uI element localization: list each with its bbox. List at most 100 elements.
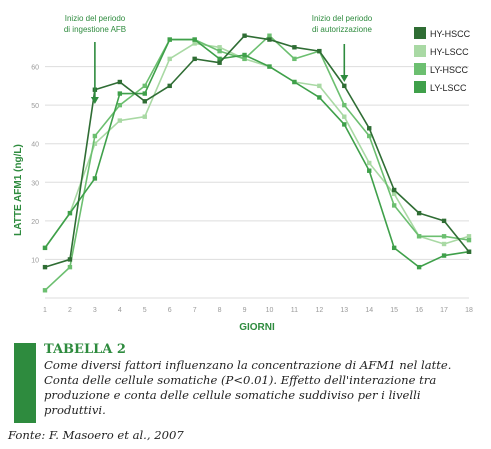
data-point (217, 56, 222, 62)
source-note: Fonte: F. Masoero et al., 2007 (8, 428, 184, 442)
data-point (142, 91, 147, 96)
legend-label: HY-LSCC (430, 47, 469, 57)
y-axis-ticks: 10 20 30 40 50 60 (31, 65, 39, 265)
data-point (342, 122, 347, 127)
series-line-ly-hscc (44, 34, 470, 291)
annotation-text: di autorizzazione (312, 25, 373, 34)
data-point (117, 102, 123, 108)
annotation-text: di ingestione AFB (64, 25, 126, 34)
x-tick-label: 5 (143, 307, 147, 314)
x-tick-label: 2 (68, 307, 72, 314)
legend-swatch (414, 63, 426, 75)
x-tick-label: 13 (340, 307, 348, 314)
data-point (117, 118, 123, 123)
data-point (441, 234, 447, 239)
y-tick-label: 20 (31, 219, 39, 226)
x-tick-label: 15 (390, 307, 398, 314)
data-point (142, 114, 147, 119)
data-point (416, 234, 422, 239)
table-caption: TABELLA 2 Come diversi fattori influenza… (44, 342, 484, 418)
x-tick-label: 3 (93, 307, 97, 314)
x-tick-label: 10 (266, 307, 274, 314)
data-point (416, 210, 422, 216)
chart-legend: HY-HSCC HY-LSCC LY-HSCC LY-LSCC (414, 27, 471, 93)
x-axis-label: GIORNI (239, 322, 275, 333)
x-tick-label: 9 (243, 307, 247, 314)
data-point (367, 160, 372, 166)
legend-label: LY-HSCC (430, 65, 469, 75)
data-point (292, 79, 297, 85)
data-point (167, 37, 172, 42)
data-point (342, 114, 347, 119)
data-point (67, 257, 73, 262)
y-tick-label: 30 (31, 180, 39, 187)
chart-series (42, 33, 472, 293)
x-tick-label: 6 (168, 307, 172, 314)
data-point (367, 126, 372, 131)
x-tick-label: 8 (218, 307, 222, 314)
data-point (142, 83, 147, 89)
data-point (317, 48, 322, 54)
data-point (192, 37, 197, 42)
y-tick-label: 40 (31, 142, 39, 149)
x-tick-label: 7 (193, 307, 197, 314)
annotation-text: Inizio del periodo (65, 14, 126, 23)
data-point (217, 45, 222, 50)
annotation-arrowhead (340, 75, 349, 82)
data-point (117, 91, 123, 96)
x-tick-label: 16 (415, 307, 423, 314)
legend-swatch (414, 45, 426, 57)
data-point (217, 60, 222, 65)
annotation-arrowhead (90, 97, 99, 104)
caption-text: Come diversi fattori influenzano la conc… (44, 358, 452, 417)
series-line-ly-lscc (44, 38, 470, 268)
data-point (391, 191, 397, 197)
series-line-hy-hscc (44, 34, 470, 268)
data-point (242, 56, 247, 62)
data-point (367, 133, 372, 139)
data-point (192, 56, 197, 62)
data-point (292, 56, 297, 62)
legend-swatch (414, 81, 426, 93)
data-point (192, 41, 197, 46)
series-line-hy-lscc (44, 42, 470, 249)
x-tick-label: 1 (43, 307, 47, 314)
chart-gridlines (45, 66, 469, 299)
data-point (317, 95, 322, 100)
data-point (67, 264, 73, 270)
data-point (342, 83, 347, 89)
data-point (267, 64, 272, 69)
data-point (167, 56, 172, 62)
data-point (217, 48, 222, 54)
data-point (67, 210, 73, 216)
y-axis-label: LATTE AFM1 (ng/L) (13, 144, 24, 236)
data-point (441, 253, 447, 258)
data-point (342, 102, 347, 108)
data-point (367, 168, 372, 173)
chart-annotations: Inizio del periodo di ingestione AFB Inizi… (64, 14, 373, 104)
data-point (92, 133, 98, 139)
y-tick-label: 50 (31, 103, 39, 110)
data-point (466, 249, 472, 254)
data-point (42, 264, 48, 270)
data-point (317, 83, 322, 89)
y-tick-label: 10 (31, 257, 39, 264)
data-point (267, 37, 272, 42)
data-point (242, 52, 247, 58)
caption-title: TABELLA 2 (44, 342, 126, 357)
data-point (167, 83, 172, 89)
data-point (42, 245, 48, 251)
data-point (42, 288, 48, 293)
caption-color-bar (14, 343, 36, 423)
data-point (441, 218, 447, 224)
data-point (92, 176, 98, 181)
x-tick-label: 18 (465, 307, 473, 314)
data-point (117, 79, 123, 85)
data-point (466, 237, 472, 243)
data-point (416, 264, 422, 270)
x-tick-label: 17 (440, 307, 448, 314)
x-axis-ticks: 1 2 3 4 5 6 7 8 9 10 11 12 13 14 15 16 17 18 (43, 307, 473, 314)
data-point (391, 187, 397, 193)
data-point (92, 141, 98, 146)
x-tick-label: 4 (118, 307, 122, 314)
